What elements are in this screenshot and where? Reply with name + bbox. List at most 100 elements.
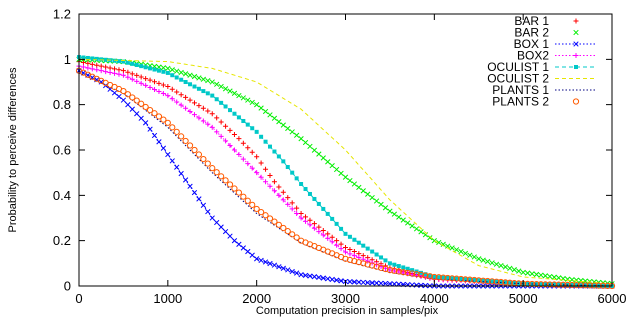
data-point — [516, 268, 522, 274]
data-point — [382, 280, 389, 287]
data-point — [338, 278, 344, 284]
data-point — [497, 278, 505, 286]
data-point — [187, 97, 193, 103]
data-point — [440, 241, 446, 247]
data-point — [160, 65, 167, 71]
data-point — [236, 115, 241, 120]
data-point — [134, 63, 139, 67]
data-point — [213, 169, 220, 176]
data-point — [458, 276, 463, 281]
data-point — [289, 200, 295, 206]
data-point — [231, 132, 237, 138]
data-point — [182, 137, 189, 145]
data-point — [183, 80, 188, 84]
data-point — [454, 276, 459, 281]
data-point — [436, 275, 441, 280]
data-point — [307, 191, 312, 196]
x-tick-label: 2000 — [242, 291, 271, 306]
data-point — [582, 278, 589, 284]
data-point — [80, 64, 86, 70]
data-point — [307, 143, 313, 150]
data-point — [307, 273, 313, 279]
data-point — [263, 179, 269, 185]
data-point — [342, 174, 349, 180]
data-point — [347, 247, 353, 253]
data-point — [290, 170, 295, 175]
data-point — [352, 237, 357, 242]
data-point — [196, 86, 201, 91]
data-point — [227, 142, 233, 148]
data-point — [116, 93, 122, 100]
data-point — [586, 282, 593, 289]
data-point — [204, 160, 211, 167]
data-point — [432, 274, 437, 279]
data-point — [400, 217, 406, 223]
data-point — [529, 271, 535, 277]
data-point — [280, 265, 286, 271]
data-point — [186, 142, 194, 149]
legend-label: OCULIST 2 — [487, 72, 549, 86]
data-point — [125, 60, 130, 65]
data-point — [120, 97, 127, 103]
y-tick-label: 0.4 — [53, 188, 71, 203]
data-point — [311, 274, 318, 280]
data-point — [139, 64, 144, 69]
data-point — [276, 119, 282, 125]
data-point — [200, 202, 207, 208]
data-point — [426, 273, 433, 280]
data-point — [209, 215, 215, 221]
data-point — [169, 124, 176, 131]
data-point — [245, 248, 251, 255]
data-point — [298, 136, 304, 142]
data-point — [254, 170, 260, 176]
data-point — [236, 152, 242, 158]
data-point — [267, 112, 273, 118]
x-tick-label: 3000 — [331, 291, 360, 306]
data-point — [303, 214, 309, 220]
data-point — [441, 275, 446, 280]
data-point — [205, 77, 211, 84]
data-point — [98, 63, 104, 69]
data-point — [222, 177, 229, 184]
data-point — [271, 262, 278, 268]
data-point — [351, 279, 358, 285]
data-point — [347, 251, 353, 257]
data-point — [379, 255, 384, 260]
data-point — [120, 68, 126, 74]
data-point — [143, 65, 148, 70]
data-point — [325, 235, 331, 241]
data-point — [320, 232, 326, 238]
data-point — [254, 102, 260, 108]
legend-marker — [574, 65, 578, 69]
data-point — [347, 177, 353, 184]
data-point — [294, 205, 300, 211]
data-point — [205, 208, 211, 215]
data-point — [417, 271, 425, 278]
data-point — [267, 183, 273, 189]
data-point — [427, 273, 432, 278]
data-point — [276, 192, 282, 198]
data-point — [138, 80, 144, 86]
data-point — [382, 205, 389, 211]
data-point — [254, 154, 260, 160]
data-point — [227, 88, 233, 94]
data-point — [484, 258, 491, 265]
data-point — [178, 170, 184, 177]
data-point — [112, 66, 118, 72]
data-point — [89, 66, 95, 72]
data-point — [228, 108, 233, 113]
data-point — [267, 260, 273, 267]
data-point — [111, 90, 118, 96]
data-point — [121, 59, 126, 64]
data-point — [188, 82, 193, 87]
data-point — [107, 65, 113, 71]
data-point — [427, 235, 433, 241]
data-point — [222, 86, 229, 92]
data-point — [169, 96, 175, 102]
data-point — [400, 269, 407, 276]
data-point — [294, 210, 300, 216]
data-point — [374, 252, 379, 257]
data-point — [419, 270, 424, 275]
data-point — [223, 104, 228, 109]
data-point — [378, 280, 384, 286]
